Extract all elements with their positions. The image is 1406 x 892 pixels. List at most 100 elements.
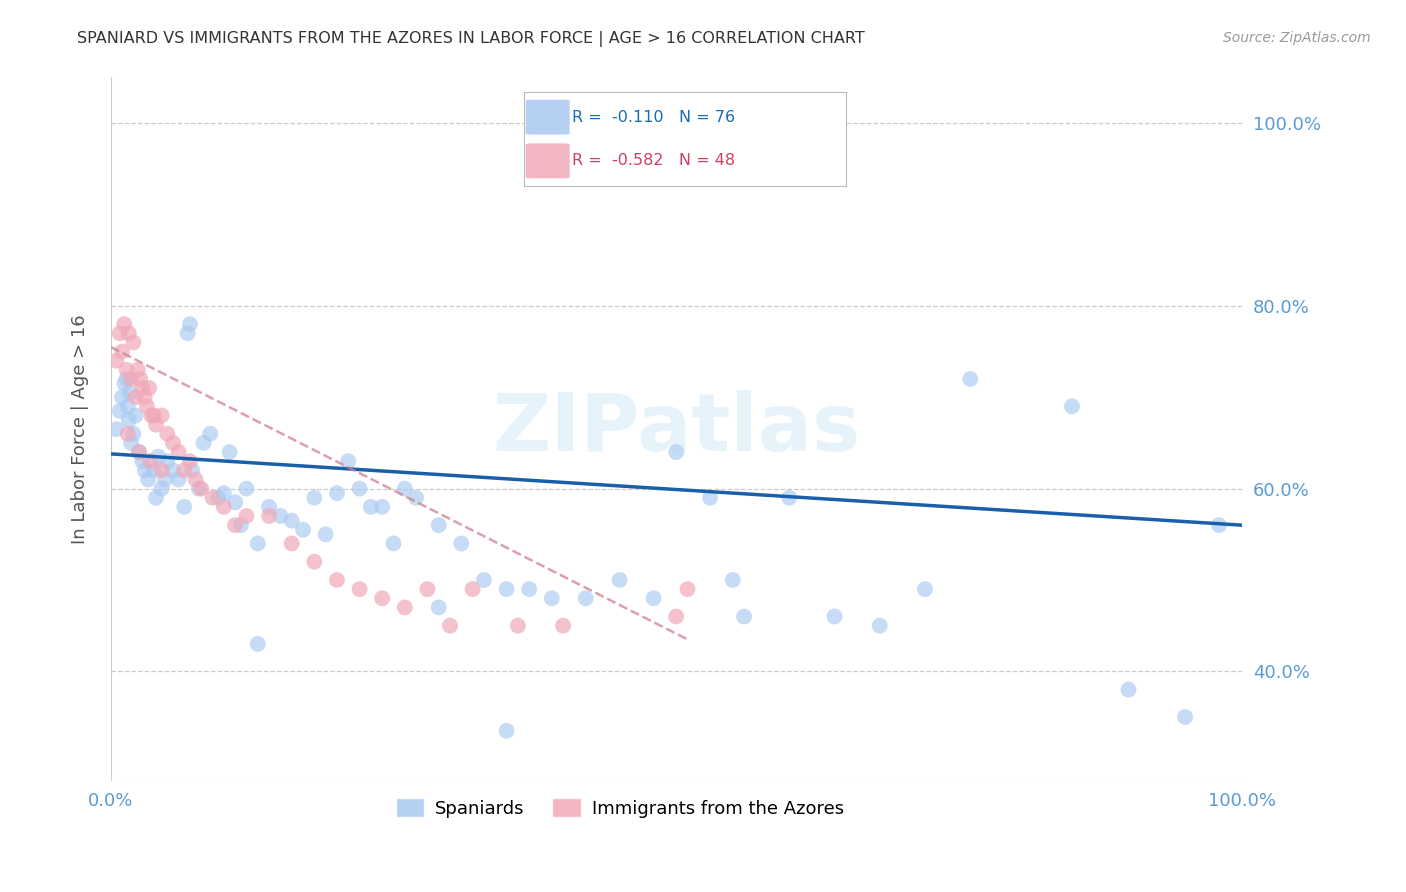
Point [105,422,128,436]
Point [869,618,891,632]
Point [167,473,190,487]
Point [148,450,170,464]
Point [162,463,184,477]
Point [117,400,139,414]
Point [139,454,162,468]
Point [118,413,141,427]
Point [153,473,176,487]
Point [111,390,134,404]
Point [112,376,135,391]
Point [150,409,173,423]
Point [371,500,394,514]
Point [382,536,405,550]
Point [721,573,744,587]
Point [127,363,149,377]
Point [257,508,280,523]
Point [733,609,755,624]
Point [190,482,212,496]
Point [235,482,257,496]
Point [229,518,252,533]
Point [120,372,142,386]
Point [117,426,139,441]
Point [349,482,371,496]
Point [315,527,337,541]
Point [665,609,688,624]
Point [142,463,165,477]
Point [124,409,146,423]
Point [201,491,224,505]
Point [427,600,450,615]
Point [517,582,540,596]
Point [461,582,484,596]
Point [193,436,215,450]
Point [224,518,246,533]
Point [326,573,349,587]
Point [131,381,153,395]
Point [122,426,145,441]
Point [156,426,179,441]
Point [1208,518,1230,533]
Point [609,573,631,587]
Point [218,445,240,459]
Point [108,326,131,341]
Point [200,426,222,441]
Point [162,436,184,450]
Point [495,723,517,738]
Point [141,409,163,423]
Point [122,335,145,350]
Point [224,495,246,509]
Point [134,390,156,404]
Point [914,582,936,596]
Point [115,363,138,377]
Point [184,473,207,487]
Point [112,317,135,331]
Point [337,454,360,468]
Point [115,372,138,386]
Point [145,491,167,505]
Point [394,600,416,615]
Point [824,609,846,624]
Point [1174,710,1197,724]
Point [179,317,201,331]
Point [124,390,146,404]
Point [405,491,427,505]
Point [111,344,134,359]
Legend: Spaniards, Immigrants from the Azores: Spaniards, Immigrants from the Azores [388,791,851,825]
Point [551,618,574,632]
Point [472,573,495,587]
Text: ZIPatlas: ZIPatlas [492,390,860,468]
Y-axis label: In Labor Force | Age > 16: In Labor Force | Age > 16 [72,314,89,544]
Point [959,372,981,386]
Point [439,618,461,632]
Point [136,473,159,487]
Point [150,482,173,496]
Point [450,536,472,550]
Point [128,445,150,459]
Point [188,482,211,496]
Point [138,381,160,395]
Point [118,326,141,341]
Point [145,417,167,432]
Point [292,523,315,537]
Point [778,491,800,505]
Point [134,463,156,477]
Point [108,404,131,418]
Point [173,500,195,514]
Point [246,536,269,550]
Point [394,482,416,496]
Point [349,582,371,596]
Point [1118,682,1140,697]
Text: SPANIARD VS IMMIGRANTS FROM THE AZORES IN LABOR FORCE | AGE > 16 CORRELATION CHA: SPANIARD VS IMMIGRANTS FROM THE AZORES I… [77,31,865,47]
Point [150,463,173,477]
Point [128,445,150,459]
Point [280,514,302,528]
Point [129,372,152,386]
Point [699,491,721,505]
Point [105,353,128,368]
Point [131,454,153,468]
Point [212,486,235,500]
Point [416,582,439,596]
Point [181,463,204,477]
Point [120,436,142,450]
Point [360,500,382,514]
